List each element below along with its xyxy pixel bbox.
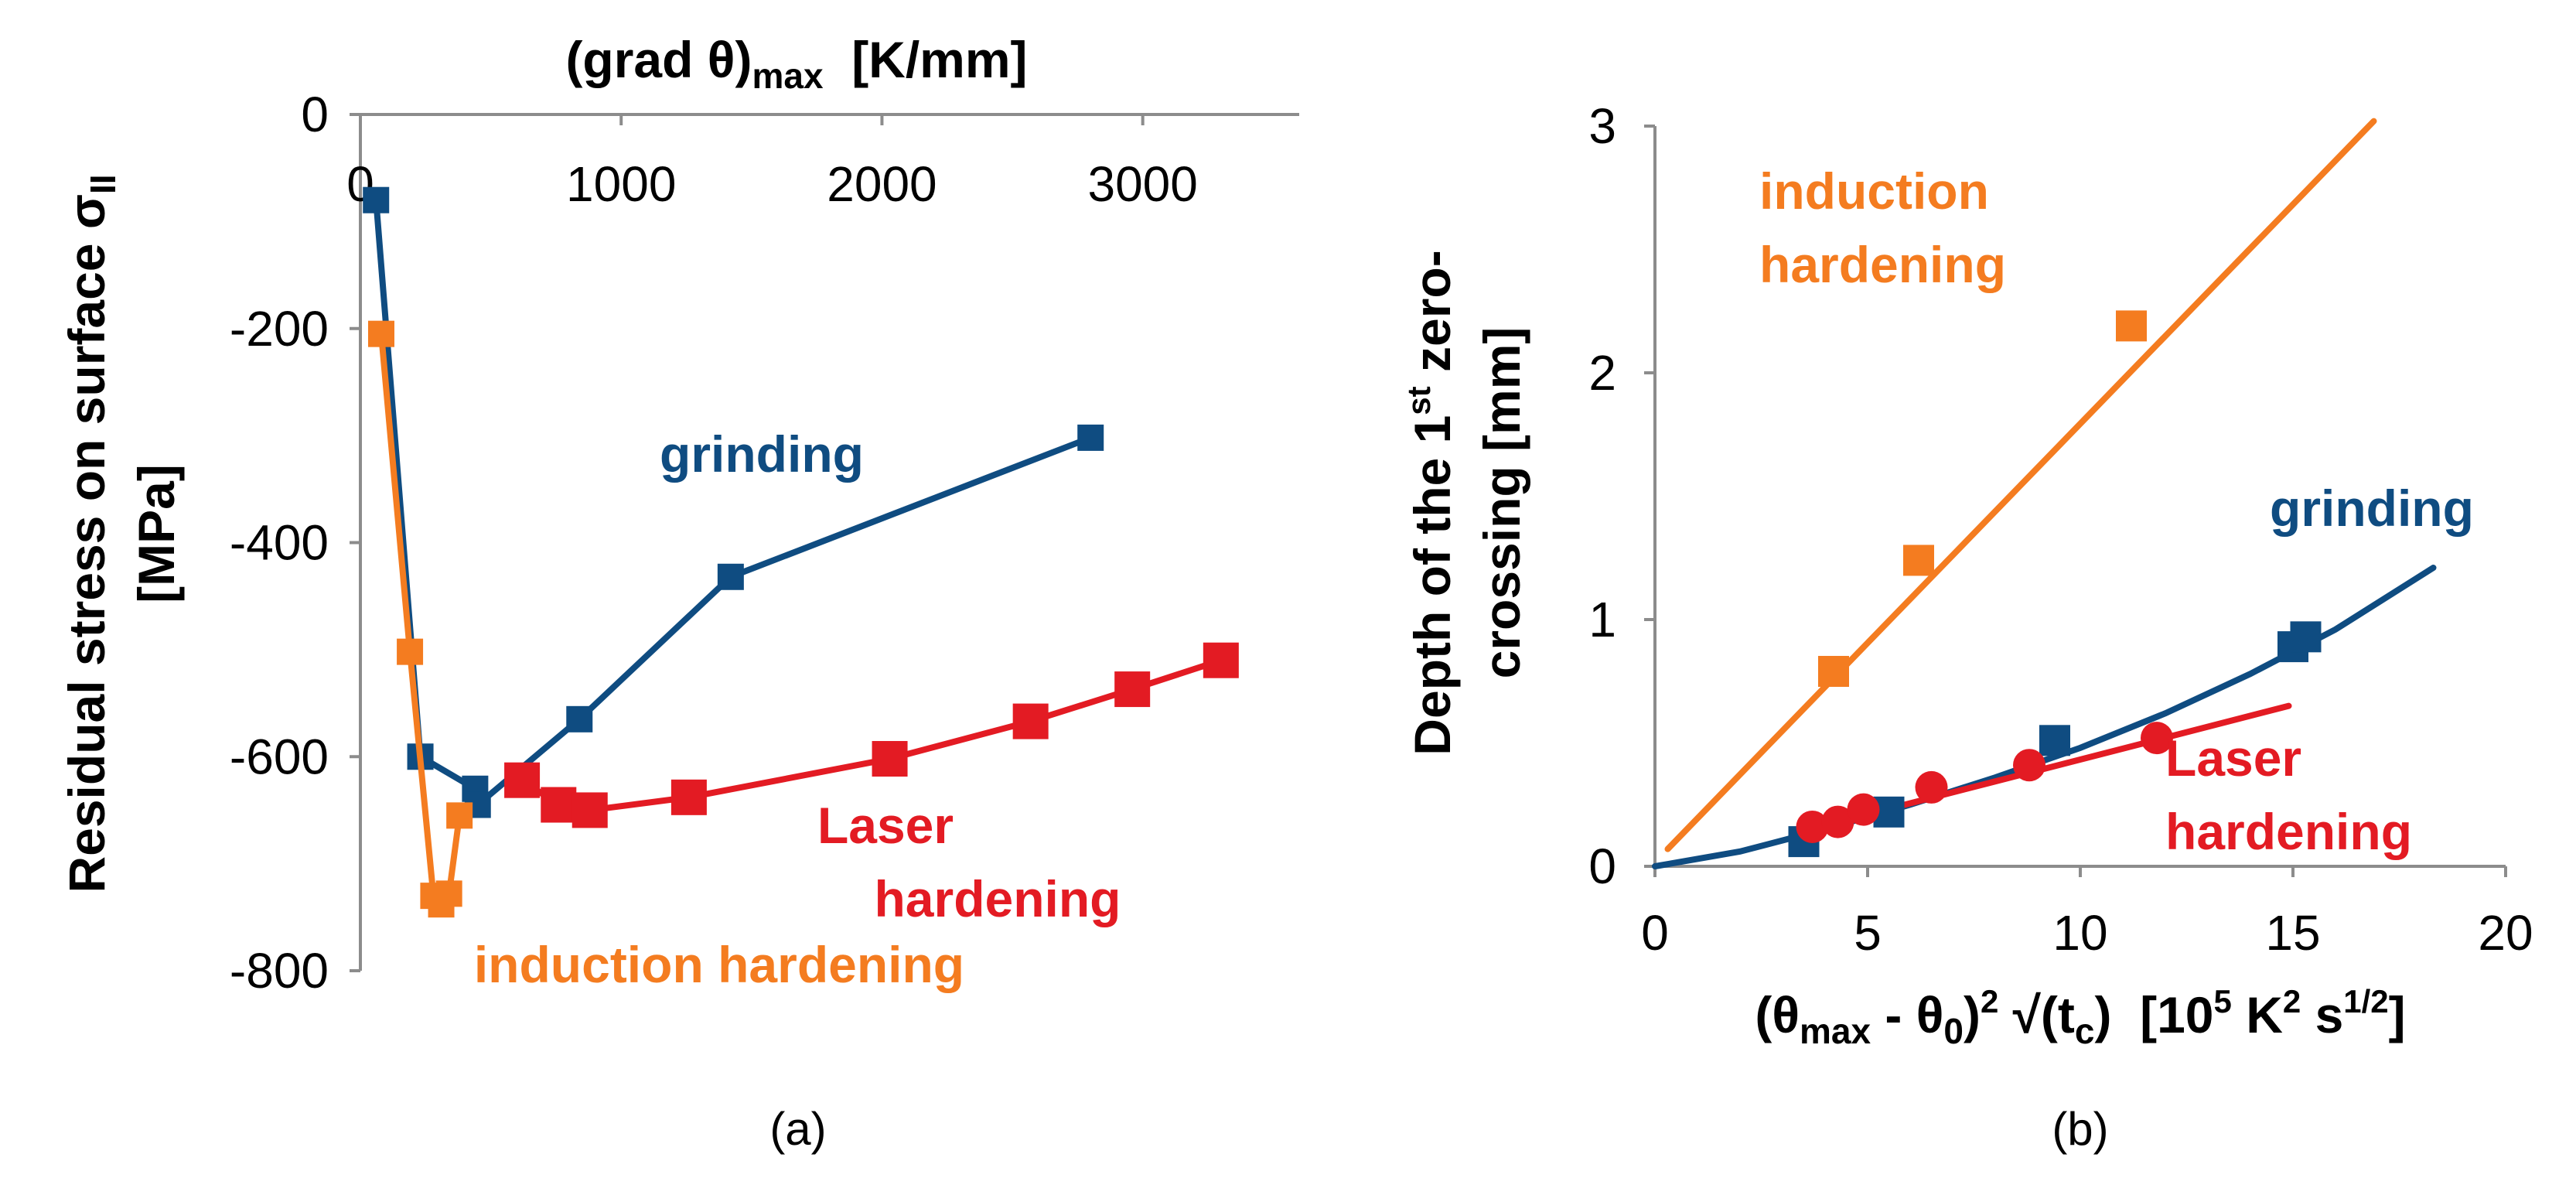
- panel-b-x-tick-label: 20: [2478, 905, 2533, 961]
- panel-a-line-grinding: [373, 200, 1092, 808]
- panel-b-x-tick-label: 5: [1854, 905, 1882, 961]
- panel-b-x-tick-label: 15: [2265, 905, 2320, 961]
- panel-a-label-laser-line1: Laser: [817, 797, 954, 854]
- panel-b-point-induction-hardening: [1903, 545, 1934, 576]
- panel-b-y-tick-label: 1: [1588, 592, 1616, 647]
- panel-a-series-laser-hardening: [504, 642, 1239, 828]
- panel-a-series-induction-hardening: [367, 320, 473, 918]
- panel-b-x-tick-label: 0: [1641, 905, 1669, 961]
- panel-a-point-laser-hardening: [872, 741, 908, 777]
- panel-a-point-laser-hardening: [1114, 671, 1151, 708]
- panel-a-point-laser-hardening: [571, 792, 608, 828]
- panel-b-label-laser-line1: Laser: [2165, 729, 2301, 787]
- panel-b-xlabel: (θmax - θ0)2 √(tc) [105 K2 s1/2]: [1755, 983, 2405, 1051]
- panel-a-point-induction-hardening: [397, 638, 424, 665]
- panel-b-series-induction-hardening: [1818, 310, 2147, 687]
- panel-a-point-grinding: [566, 705, 593, 732]
- panel-a-point-laser-hardening: [504, 762, 541, 798]
- panel-a-ylabel-line1: Residual stress on surface σII: [58, 174, 123, 893]
- panel-a-label-induction: induction hardening: [474, 936, 964, 993]
- panel-b-label-induction-line2: hardening: [1759, 236, 2006, 293]
- panel-a-series: [363, 186, 1239, 918]
- panel-a-x-tick-label: 3000: [1087, 156, 1197, 212]
- panel-a-y-tick-label: -600: [230, 729, 329, 784]
- panel-a-y-tick-label: -400: [230, 515, 329, 571]
- panel-a-point-laser-hardening: [541, 787, 577, 823]
- panel-a-y-tick-label: -800: [230, 943, 329, 999]
- panel-b-x-tick-label: 10: [2052, 905, 2107, 961]
- panel-b-point-laser-hardening: [1821, 805, 1854, 838]
- panel-b-ylabel-line2: crossing [mm]: [1473, 327, 1530, 679]
- panel-b: 0 5 10 15 20 0 1 2 3 (θmax - θ0)2 √(tc) [105 K2 …: [1401, 98, 2533, 1155]
- panel-b-point-induction-hardening: [1818, 655, 1849, 687]
- panel-a-x-tick-label: 1000: [566, 156, 676, 212]
- panel-b-caption: (b): [2052, 1103, 2108, 1155]
- panel-b-point-induction-hardening: [2116, 310, 2147, 342]
- panel-a-point-laser-hardening: [1012, 703, 1049, 739]
- panel-b-ticks: 0 5 10 15 20 0 1 2 3: [1588, 98, 2533, 961]
- panel-a-y-tick-label: -200: [230, 301, 329, 357]
- panel-b-label-grinding: grinding: [2270, 480, 2474, 537]
- panel-b-point-laser-hardening: [1796, 810, 1829, 843]
- panel-b-label-induction-line1: induction: [1759, 162, 1989, 220]
- panel-a-label-laser-line2: hardening: [874, 870, 1121, 927]
- panel-a-point-laser-hardening: [670, 779, 707, 815]
- panel-b-point-laser-hardening: [1915, 770, 1948, 804]
- panel-a-point-grinding: [363, 186, 390, 213]
- panel-a-point-grinding: [717, 563, 744, 590]
- panel-a-point-induction-hardening: [446, 802, 473, 829]
- panel-b-point-laser-hardening: [2013, 749, 2045, 782]
- panel-b-y-tick-label: 3: [1588, 98, 1616, 154]
- panel-a-label-grinding: grinding: [660, 425, 864, 483]
- panel-a-point-induction-hardening: [435, 880, 462, 907]
- panel-a-series-grinding: [363, 186, 1104, 818]
- panel-b-y-tick-label: 2: [1588, 345, 1616, 401]
- panel-a-point-grinding: [1077, 424, 1104, 451]
- panel-a-point-induction-hardening: [367, 320, 394, 347]
- panel-b-ylabel-line1: Depth of the 1st zero-: [1401, 250, 1461, 755]
- panel-b-label-laser-line2: hardening: [2165, 803, 2412, 860]
- panel-b-point-laser-hardening: [1847, 793, 1880, 826]
- panel-a-ylabel-line2: [MPa]: [128, 464, 185, 603]
- panel-b-point-laser-hardening: [2141, 722, 2173, 755]
- panel-b-fit-induction-hardening: [1664, 118, 2377, 852]
- panel-a-y-tick-label: 0: [301, 87, 329, 142]
- panel-b-series-laser-hardening: [1796, 722, 2173, 843]
- panel-a-point-laser-hardening: [1203, 642, 1239, 678]
- panel-a-x-tick-label: 2000: [827, 156, 937, 212]
- panel-b-point-grinding: [2039, 725, 2070, 756]
- panel-a-xlabel: (grad θ)max [K/mm]: [565, 31, 1027, 96]
- panel-b-point-grinding: [2290, 621, 2322, 653]
- panel-b-y-tick-label: 0: [1588, 838, 1616, 894]
- panel-b-series: [1788, 310, 2322, 858]
- panel-a-caption: (a): [769, 1103, 826, 1155]
